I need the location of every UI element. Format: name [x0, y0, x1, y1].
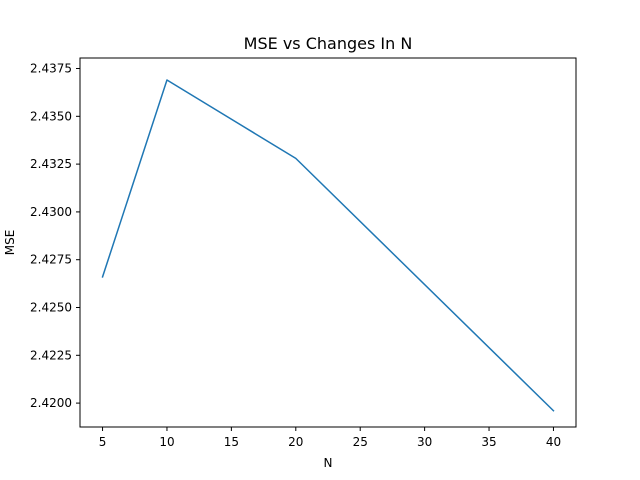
y-tick-label: 2.4250: [30, 301, 72, 315]
y-axis-label: MSE: [3, 230, 17, 256]
mse-series-line: [101, 79, 555, 412]
y-axis-ticks: 2.4200 2.4225 2.4250 2.4275 2.4300 2.4325 2.43…: [30, 62, 80, 410]
x-tick-label: 10: [159, 435, 174, 449]
x-tick-label: 35: [481, 435, 496, 449]
plot-frame: [79, 57, 577, 428]
x-tick-label: 25: [353, 435, 368, 449]
y-tick-label: 2.4200: [30, 396, 72, 410]
y-tick-label: 2.4375: [30, 62, 72, 76]
x-tick-label: 5: [99, 435, 107, 449]
x-axis-label: N: [324, 456, 333, 470]
series-layer: [101, 79, 555, 412]
x-tick-label: 40: [546, 435, 561, 449]
x-tick-label: 30: [417, 435, 432, 449]
chart-title: MSE vs Changes In N: [244, 34, 413, 53]
y-tick-label: 2.4325: [30, 157, 72, 171]
y-tick-label: 2.4300: [30, 205, 72, 219]
x-axis-ticks: 5 10 15 20 25 30 35 40: [99, 427, 561, 449]
y-tick-label: 2.4350: [30, 109, 72, 123]
x-tick-label: 20: [288, 435, 303, 449]
x-tick-label: 15: [224, 435, 239, 449]
y-tick-label: 2.4225: [30, 348, 72, 362]
y-tick-label: 2.4275: [30, 253, 72, 267]
